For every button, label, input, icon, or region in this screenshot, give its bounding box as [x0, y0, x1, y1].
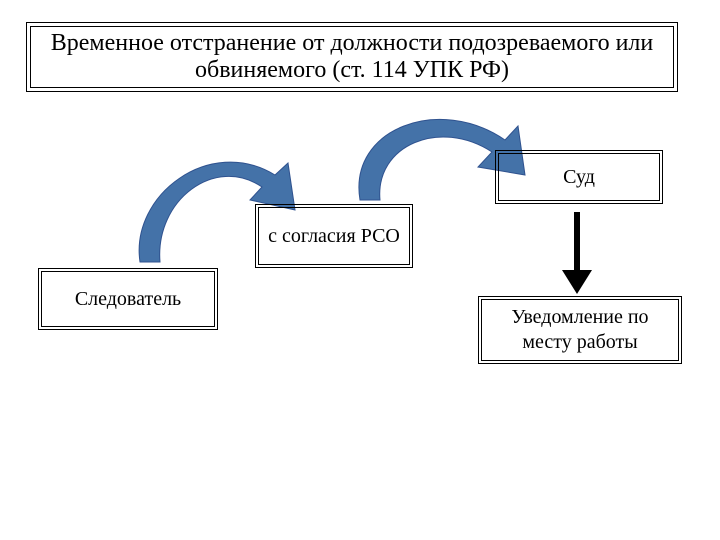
node-investigator: Следователь: [38, 268, 218, 330]
node-notify-label: Уведомление по месту работы: [488, 305, 672, 355]
node-court-label: Суд: [563, 165, 595, 190]
node-investigator-inner: Следователь: [41, 271, 215, 327]
node-investigator-label: Следователь: [75, 287, 181, 312]
node-notify: Уведомление по месту работы: [478, 296, 682, 364]
node-consent-label: с согласия РСО: [268, 224, 400, 249]
node-court: Суд: [495, 150, 663, 204]
node-consent: с согласия РСО: [255, 204, 413, 268]
node-court-inner: Суд: [498, 153, 660, 201]
node-notify-inner: Уведомление по месту работы: [481, 299, 679, 361]
node-consent-inner: с согласия РСО: [258, 207, 410, 265]
